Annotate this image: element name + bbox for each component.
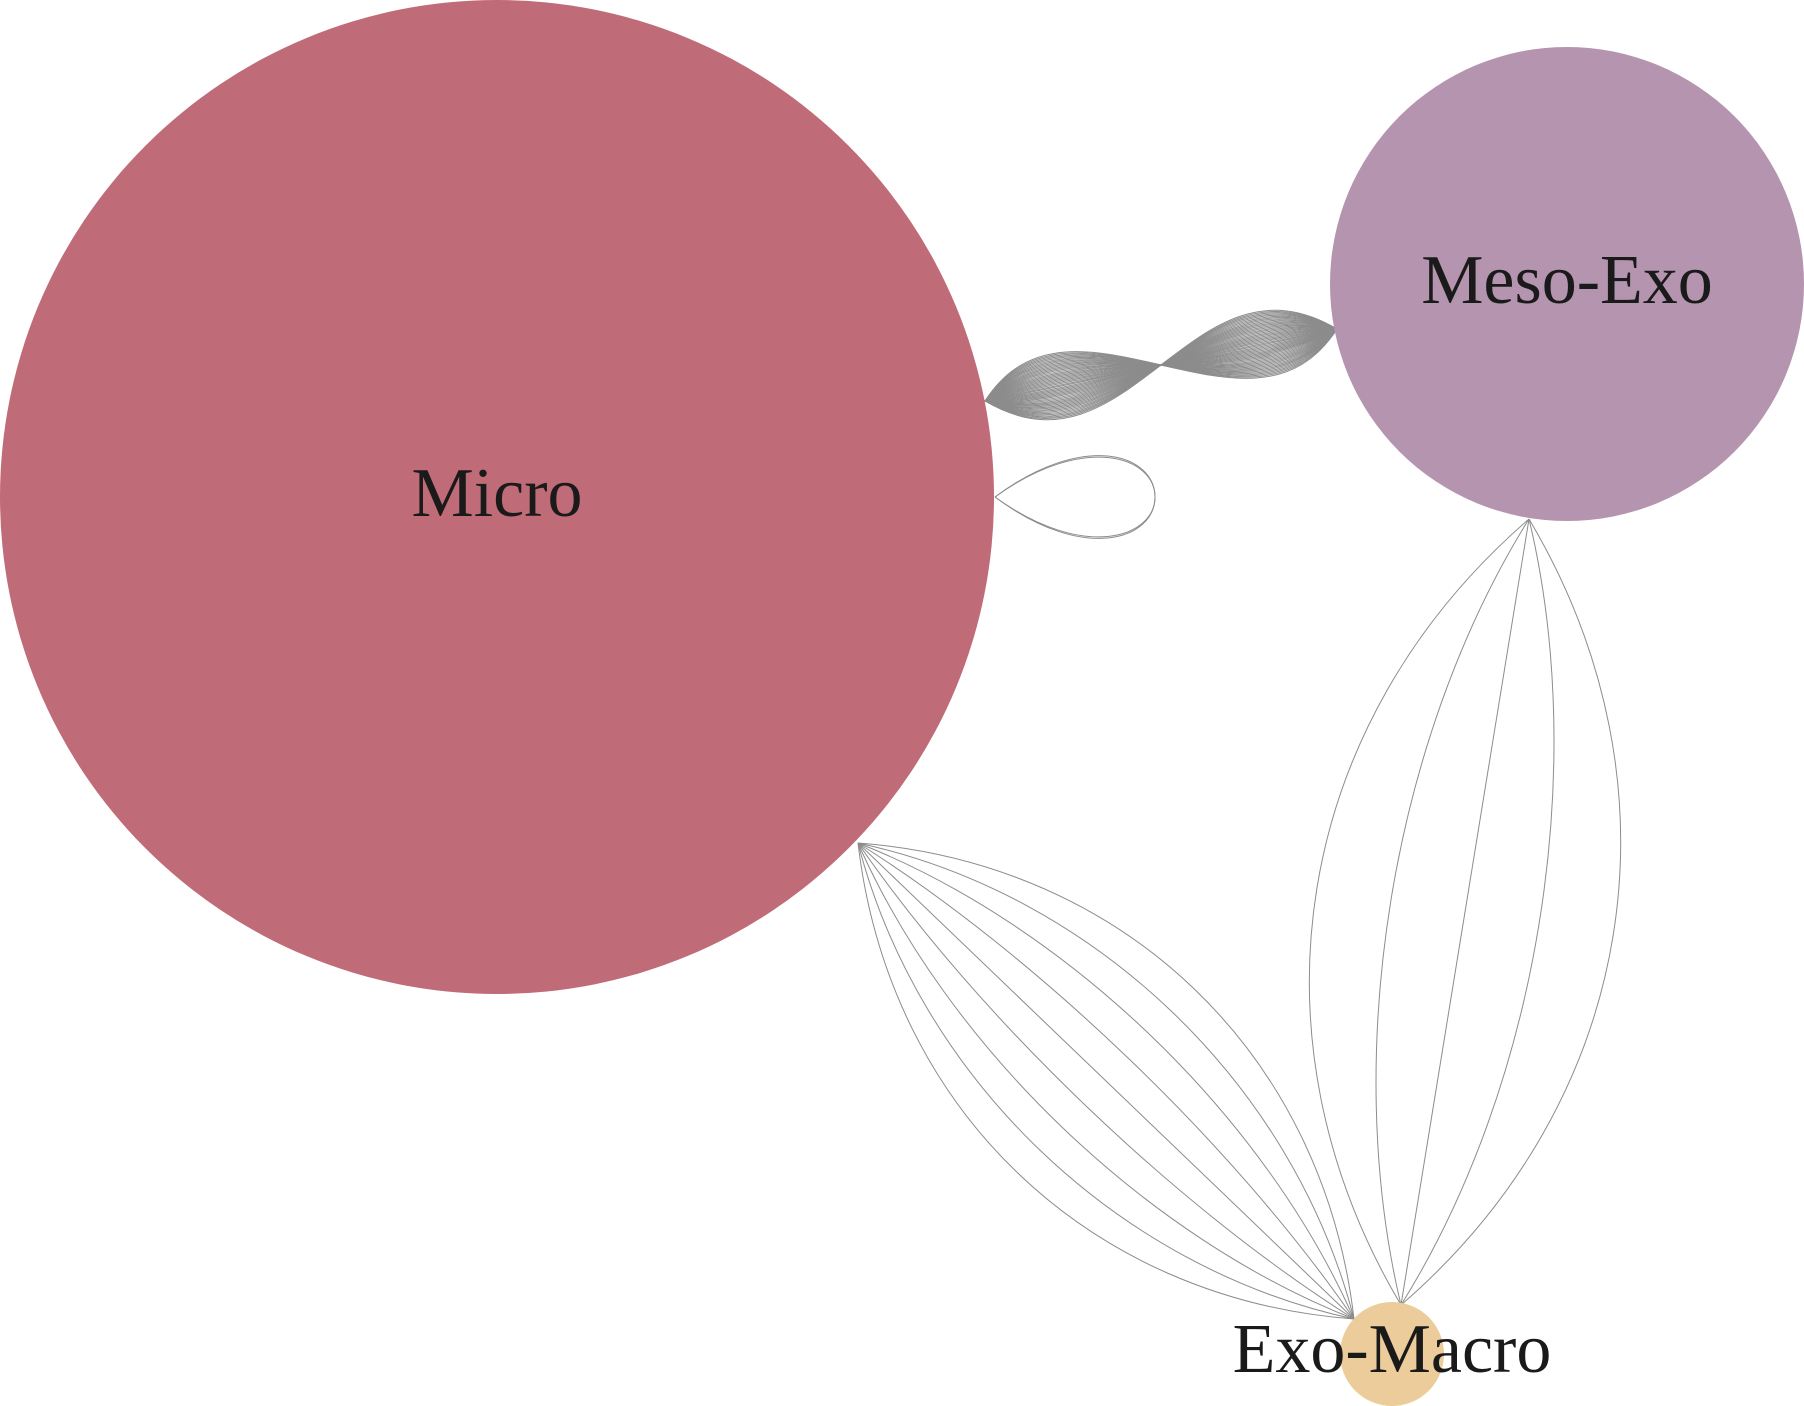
edge-micro-self-loop bbox=[995, 457, 1155, 537]
edge-meso-exo-exo-macro bbox=[1401, 519, 1529, 1305]
edge-micro-self-loop bbox=[995, 456, 1155, 539]
node-micro-label: Micro bbox=[411, 455, 582, 532]
node-meso-exo-label: Meso-Exo bbox=[1421, 242, 1713, 319]
edge-meso-exo-exo-macro bbox=[1309, 519, 1529, 1305]
edge-meso-exo-exo-macro bbox=[1376, 519, 1529, 1305]
node-exo-macro-label: Exo-Macro bbox=[1233, 1311, 1552, 1388]
edge-meso-exo-exo-macro bbox=[1401, 519, 1554, 1305]
edge-micro-exo-macro bbox=[858, 843, 1354, 1319]
edge-meso-exo-exo-macro bbox=[1401, 519, 1621, 1305]
